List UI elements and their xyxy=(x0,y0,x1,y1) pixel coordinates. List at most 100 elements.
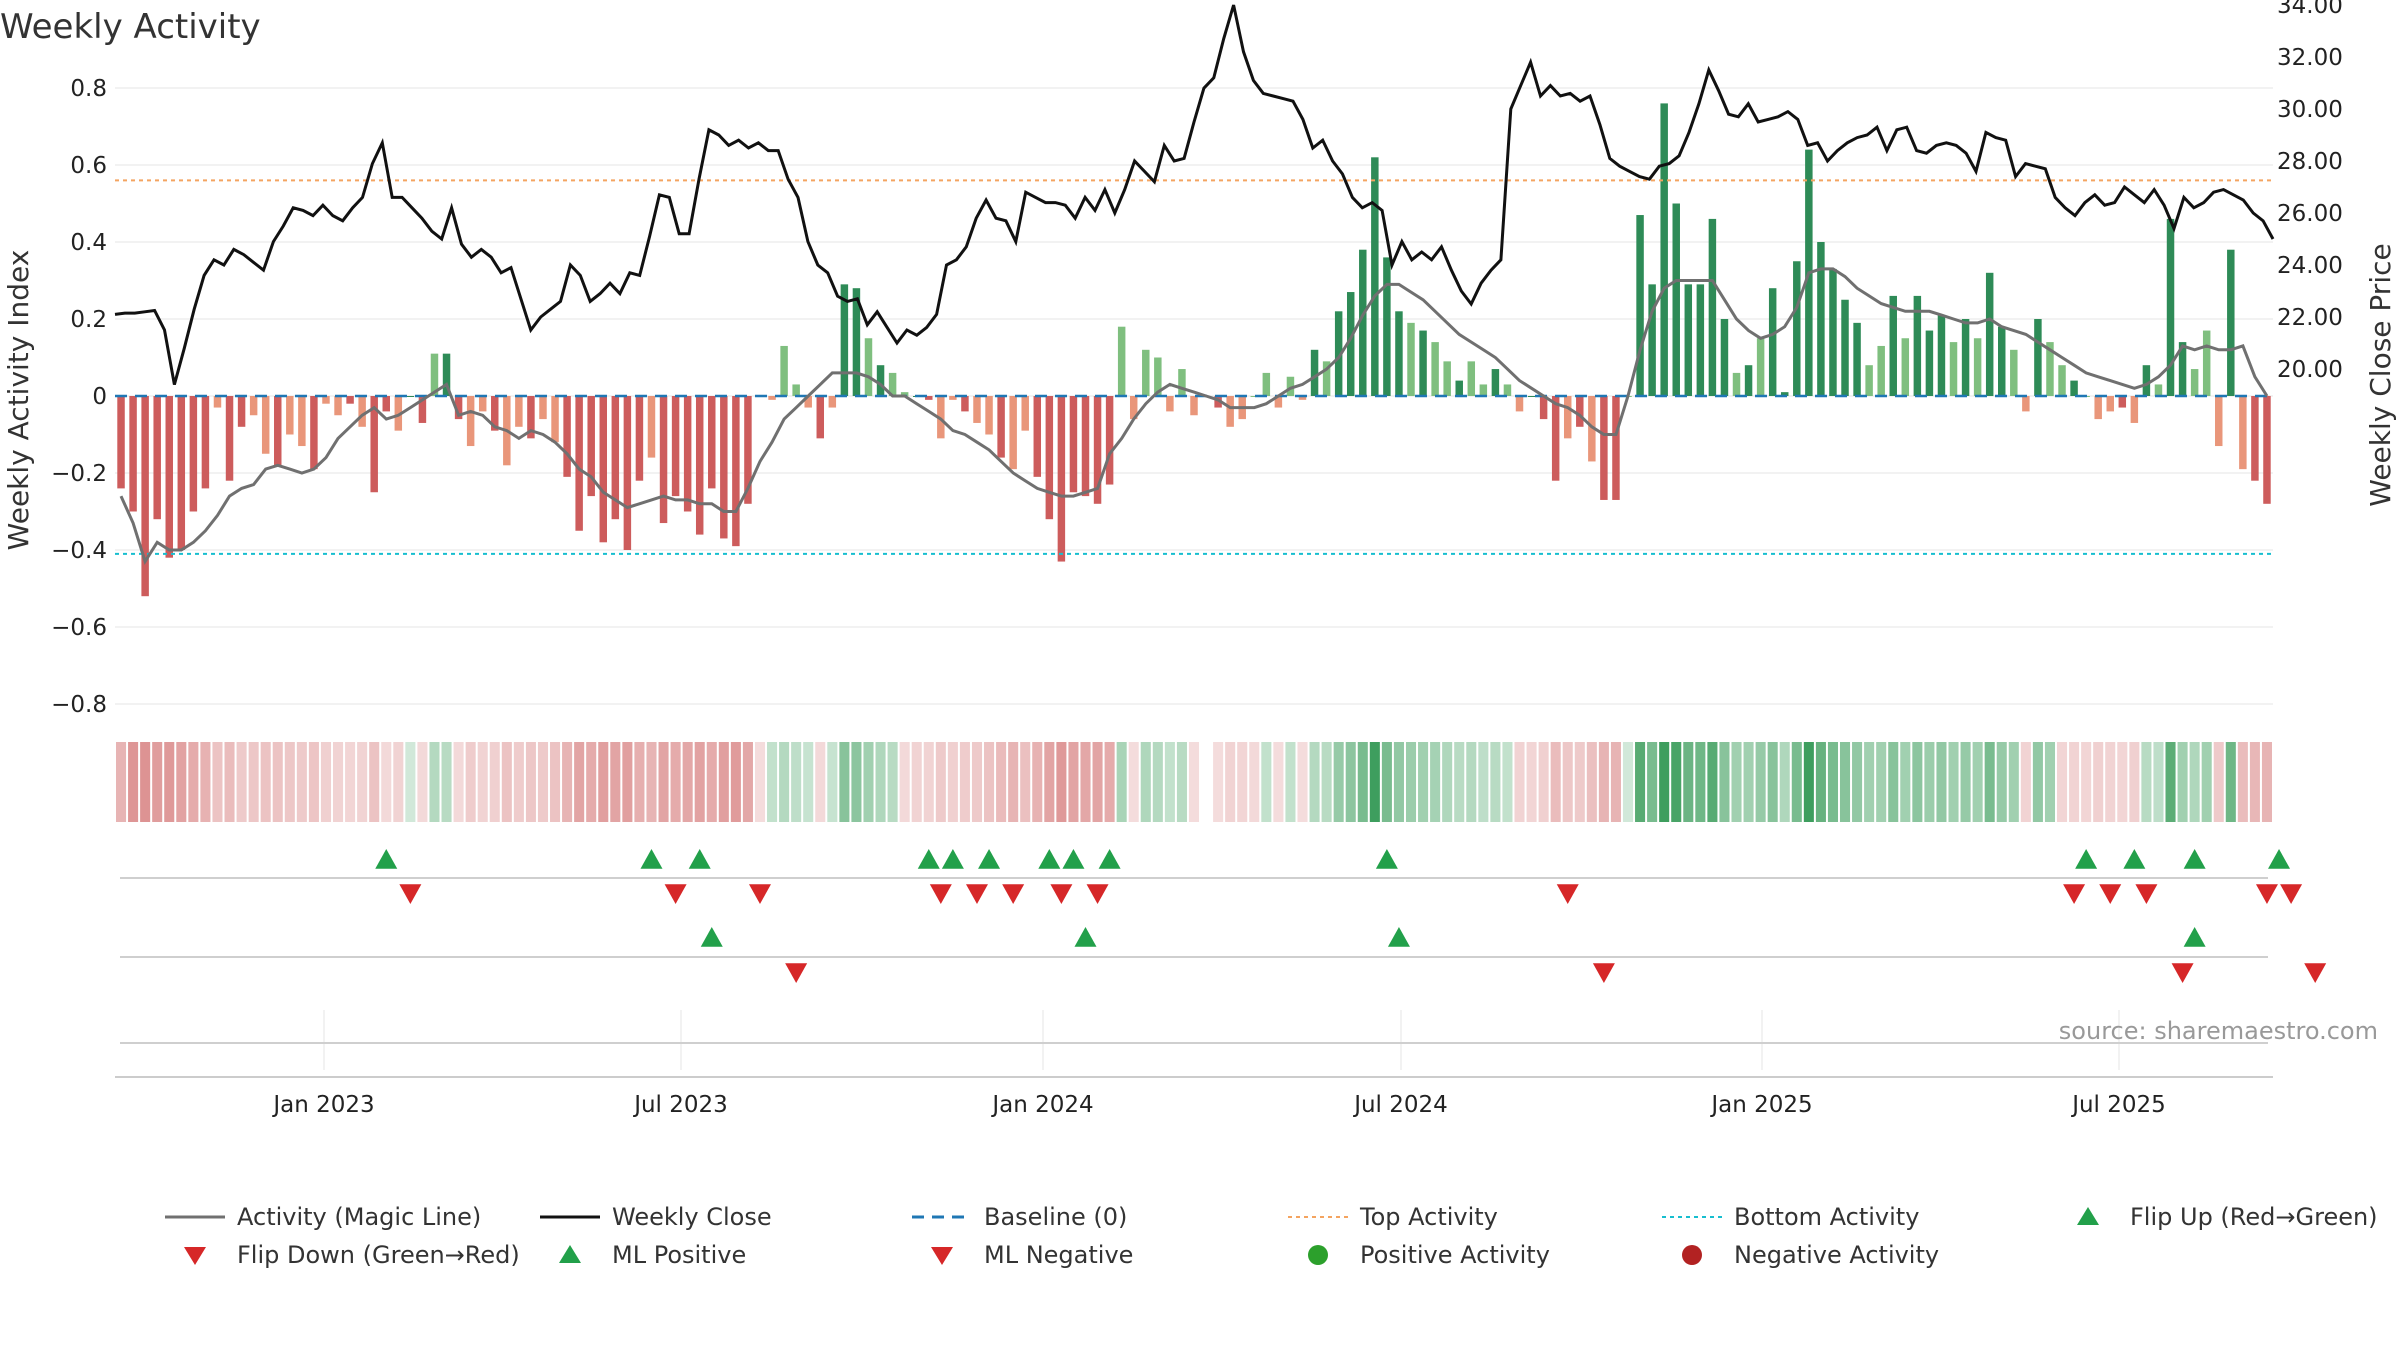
ml-negative-marker xyxy=(2304,963,2327,983)
activity-bar xyxy=(611,396,620,520)
activity-bar xyxy=(1142,349,1150,396)
ribbon-cell xyxy=(1381,742,1392,822)
x-axis-ticks: Jan 2023 Jul 2023 Jan 2024 Jul 2024 Jan 2025… xyxy=(271,1092,2165,1118)
legend-label: Weekly Close xyxy=(612,1203,772,1231)
flip-down-marker xyxy=(2255,884,2278,904)
ribbon-cell xyxy=(333,742,344,822)
activity-bar xyxy=(1178,369,1186,396)
legend-label: ML Negative xyxy=(984,1241,1133,1269)
ribbon-cell xyxy=(1562,742,1573,822)
activity-bar xyxy=(1865,365,1873,396)
activity-bar xyxy=(1937,315,1946,396)
ribbon-cell xyxy=(1948,742,1959,822)
ribbon-cell xyxy=(357,742,368,822)
ribbon-cell xyxy=(2105,742,2116,822)
ribbon-cell xyxy=(1008,742,1019,822)
ribbon-cell xyxy=(1164,742,1175,822)
ribbon-cell xyxy=(2141,742,2152,822)
activity-bar xyxy=(1069,396,1078,493)
activity-bar xyxy=(1648,284,1656,396)
ribbon-cell xyxy=(1044,742,1055,822)
flip-down-marker xyxy=(664,884,687,904)
activity-bar xyxy=(213,396,222,408)
ribbon-cell xyxy=(1261,742,1272,822)
ribbon-cell xyxy=(1876,742,1887,822)
ribbon-cell xyxy=(1586,742,1597,822)
ribbon-cell xyxy=(441,742,452,822)
ribbon-cell xyxy=(1598,742,1609,822)
ribbon-cell xyxy=(2093,742,2104,822)
ribbon-cell xyxy=(152,742,163,822)
ribbon-cell xyxy=(525,742,536,822)
ribbon-cell xyxy=(1068,742,1079,822)
legend-item: Activity (Magic Line) xyxy=(165,1203,481,1231)
activity-bar xyxy=(1154,357,1162,396)
ribbon-cell xyxy=(1984,742,1995,822)
activity-bar xyxy=(1443,361,1451,396)
ribbon-cell xyxy=(827,742,838,822)
activity-bar xyxy=(1129,396,1138,420)
activity-bar xyxy=(1117,326,1126,396)
ribbon-cell xyxy=(2261,742,2272,822)
activity-bar xyxy=(1998,326,2006,396)
activity-bar xyxy=(1515,396,1524,412)
ribbon-cell xyxy=(1719,742,1730,822)
x-tick-label: Jan 2025 xyxy=(1709,1092,1812,1118)
activity-bar xyxy=(1913,295,1922,396)
activity-bar xyxy=(1744,365,1753,396)
activity-bar xyxy=(925,396,933,400)
flip-up-marker xyxy=(688,849,711,869)
ribbon-cell xyxy=(1767,742,1778,822)
ribbon-cell xyxy=(670,742,681,822)
ribbon-cell xyxy=(610,742,621,822)
flip-down-marker xyxy=(929,884,952,904)
flip-up-marker xyxy=(978,849,1001,869)
activity-ribbon xyxy=(116,742,2272,822)
activity-bar xyxy=(2251,396,2259,481)
activity-bar xyxy=(334,396,342,416)
activity-bar xyxy=(1973,338,1982,396)
ribbon-cell xyxy=(236,742,247,822)
activity-bar xyxy=(792,384,800,396)
ribbon-cell xyxy=(260,742,271,822)
y-tick-label: −0.6 xyxy=(51,615,107,641)
flip-down-marker xyxy=(2280,884,2303,904)
activity-bar xyxy=(370,396,378,493)
activity-bar xyxy=(2227,249,2235,396)
legend-item: Negative Activity xyxy=(1682,1241,1939,1269)
ribbon-cell xyxy=(959,742,970,822)
ribbon-cell xyxy=(1574,742,1585,822)
activity-bar xyxy=(1286,376,1295,396)
ribbon-cell xyxy=(899,742,910,822)
ribbon-cell xyxy=(1466,742,1477,822)
ribbon-cell xyxy=(598,742,609,822)
ribbon-cell xyxy=(935,742,946,822)
ribbon-cell xyxy=(296,742,307,822)
ribbon-cell xyxy=(200,742,211,822)
activity-bar xyxy=(768,396,776,400)
legend-label: Top Activity xyxy=(1359,1203,1498,1231)
activity-bar xyxy=(1057,396,1066,562)
ribbon-cell xyxy=(1056,742,1067,822)
ribbon-cell xyxy=(1490,742,1501,822)
flip-down-marker xyxy=(399,884,422,904)
activity-bar xyxy=(1732,372,1741,396)
activity-bar xyxy=(1346,292,1355,396)
activity-bar xyxy=(478,396,487,412)
activity-bar xyxy=(165,396,173,558)
ribbon-cell xyxy=(1791,742,1802,822)
activity-bar xyxy=(1949,342,1958,396)
activity-bar xyxy=(189,396,198,512)
ribbon-cell xyxy=(2201,742,2212,822)
activity-bar xyxy=(876,365,885,396)
left-axis-ticks: 0.8 0.6 0.4 0.2 0 −0.2 −0.4 −0.6 −0.8 xyxy=(51,76,107,718)
ribbon-cell xyxy=(1225,742,1236,822)
ribbon-cell xyxy=(1803,742,1814,822)
y2-tick-label: 32.00 xyxy=(2277,45,2343,71)
activity-bar xyxy=(1310,349,1319,396)
ribbon-cell xyxy=(803,742,814,822)
activity-bar xyxy=(310,396,318,470)
legend-swatch-positive-icon xyxy=(1308,1245,1328,1265)
ribbon-cell xyxy=(1707,742,1718,822)
x-tick-label: Jan 2023 xyxy=(271,1092,374,1118)
